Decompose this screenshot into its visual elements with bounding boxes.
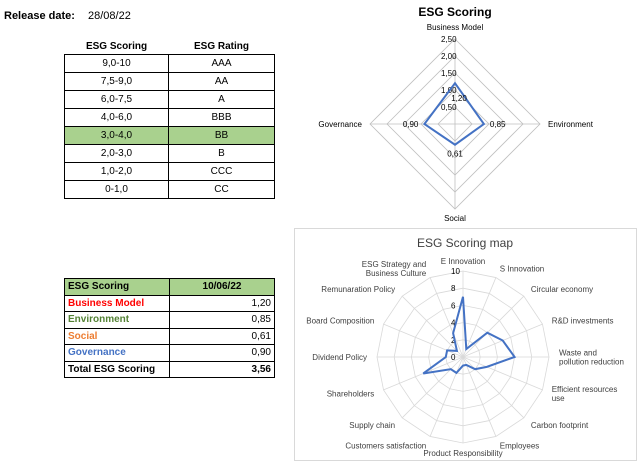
release-date-value: 28/08/22 — [88, 10, 131, 22]
pillar-name-cell: Business Model — [64, 294, 170, 312]
table-row: 4,0-6,0 BBB — [64, 107, 275, 127]
score-table: ESG Scoring 10/06/22 Business Model 1,20 Env… — [64, 278, 275, 378]
category-label: Governance — [318, 120, 362, 129]
category-label: Shareholders — [327, 390, 375, 399]
chart-title: ESG Scoring — [418, 5, 491, 19]
category-label: Employees — [500, 442, 540, 451]
score-range-cell: 4,0-6,0 — [64, 107, 169, 127]
score-range-cell: 1,0-2,0 — [64, 161, 169, 181]
pillar-name-cell: Governance — [64, 344, 170, 362]
category-label: Environment — [548, 120, 594, 129]
axis-spoke — [401, 295, 464, 358]
rating-table-header: ESG Scoring — [85, 41, 148, 53]
axis-spoke — [429, 277, 464, 358]
axis-spoke — [462, 277, 497, 358]
table-row: 7,5-9,0 AA — [64, 71, 275, 91]
release-date-label: Release date: — [4, 10, 75, 22]
rating-cell: BB — [168, 125, 275, 145]
category-label: Customers satisfaction — [345, 442, 426, 451]
pillar-value-cell: 10/06/22 — [169, 278, 275, 296]
table-row: Environment 0,85 — [64, 311, 275, 329]
score-range-cell: 2,0-3,0 — [64, 143, 169, 163]
chart-title: ESG Scoring map — [417, 236, 513, 250]
axis-spoke — [462, 356, 543, 391]
table-row: 0-1,0 CC — [64, 179, 275, 199]
category-label: Carbon footprint — [531, 421, 589, 430]
category-label: E Innovation — [441, 257, 485, 266]
category-label: Business Model — [427, 23, 484, 32]
pillar-name-cell: ESG Scoring — [64, 278, 170, 296]
category-label: Waste and pollution reduction — [559, 349, 624, 367]
pillar-value-cell: 0,90 — [169, 344, 275, 362]
rating-cell: CC — [168, 179, 275, 199]
pillar-name-cell: Total ESG Scoring — [64, 360, 170, 378]
data-label: 0,90 — [403, 120, 419, 129]
table-row: Social 0,61 — [64, 327, 275, 345]
pillar-value-cell: 1,20 — [169, 294, 275, 312]
axis-spoke — [401, 356, 464, 419]
category-label: Social — [444, 214, 466, 223]
data-label: 0,61 — [447, 150, 463, 159]
pillar-value-cell: 0,61 — [169, 327, 275, 345]
pillar-value-cell: 0,85 — [169, 311, 275, 329]
table-row: 3,0-4,0 BB — [64, 125, 275, 145]
category-label: Board Composition — [306, 316, 374, 325]
tick-label: 0 — [451, 353, 456, 362]
table-row: 2,0-3,0 B — [64, 143, 275, 163]
score-range-cell: 9,0-10 — [64, 53, 169, 73]
rating-cell: B — [168, 143, 275, 163]
series-line — [422, 296, 517, 375]
category-label: Product Responsibility — [423, 449, 502, 458]
data-label: 1,20 — [451, 94, 467, 103]
pillar-name-cell: Environment — [64, 311, 170, 329]
rating-cell: A — [168, 89, 275, 109]
esg-scoring-radar-chart: ESG Scoring0,501,001,502,002,501,200,850… — [318, 5, 594, 223]
rating-table-header: ESG Rating — [193, 41, 249, 53]
score-range-cell: 7,5-9,0 — [64, 71, 169, 91]
category-label: R&D investments — [552, 316, 614, 325]
tick-label: 2,00 — [441, 52, 457, 61]
rating-scale-table: ESG Scoring ESG Rating 9,0-10 AAA 7,5-9,0 AA… — [64, 40, 275, 199]
category-label: Supply chain — [349, 421, 395, 430]
axis-spoke — [462, 356, 525, 419]
score-table-total: Total ESG Scoring 3,56 — [64, 360, 275, 378]
score-range-cell: 0-1,0 — [64, 179, 169, 199]
table-row: 1,0-2,0 CCC — [64, 161, 275, 181]
tick-label: 10 — [451, 267, 460, 276]
category-label: S Innovation — [500, 264, 544, 273]
axis-spoke — [462, 356, 497, 437]
release-date: Release date: 28/08/22 — [4, 10, 131, 22]
table-row: Business Model 1,20 — [64, 294, 275, 312]
table-row: 9,0-10 AAA — [64, 53, 275, 73]
esg-scoring-map-panel: ESG Scoring map 0 2 4 6 8 10 E Innovation S Inno… — [294, 228, 637, 461]
rating-cell: BBB — [168, 107, 275, 127]
tick-label: 2,50 — [441, 35, 457, 44]
rating-cell: AA — [168, 71, 275, 91]
table-row: Governance 0,90 — [64, 344, 275, 362]
category-label: Circular economy — [531, 285, 593, 294]
score-range-cell: 6,0-7,5 — [64, 89, 169, 109]
pillar-value-cell: 3,56 — [169, 360, 275, 378]
tick-label: 8 — [451, 284, 456, 293]
axis-spoke — [462, 295, 525, 358]
tick-label: 6 — [451, 301, 456, 310]
tick-label: 0,50 — [441, 103, 457, 112]
rating-cell: CCC — [168, 161, 275, 181]
tick-label: 4 — [451, 319, 456, 328]
pillar-name-cell: Social — [64, 327, 170, 345]
data-label: 0,85 — [490, 120, 506, 129]
esg-scoring-map-radar-chart: ESG Scoring map 0 2 4 6 8 10E Innovation S Inno… — [306, 236, 624, 458]
category-label: Dividend Policy — [312, 353, 367, 362]
category-label: Remunaration Policy — [321, 285, 395, 294]
score-table-header: ESG Scoring 10/06/22 — [64, 278, 275, 296]
table-row: 6,0-7,5 A — [64, 89, 275, 109]
category-label: ESG Strategy and Business Culture — [362, 260, 427, 278]
series-line — [422, 81, 486, 146]
category-label: Efficient resources use — [552, 385, 618, 403]
score-range-cell: 3,0-4,0 — [64, 125, 169, 145]
rating-cell: AAA — [168, 53, 275, 73]
tick-label: 1,50 — [441, 69, 457, 78]
tick-label: 2 — [451, 336, 456, 345]
